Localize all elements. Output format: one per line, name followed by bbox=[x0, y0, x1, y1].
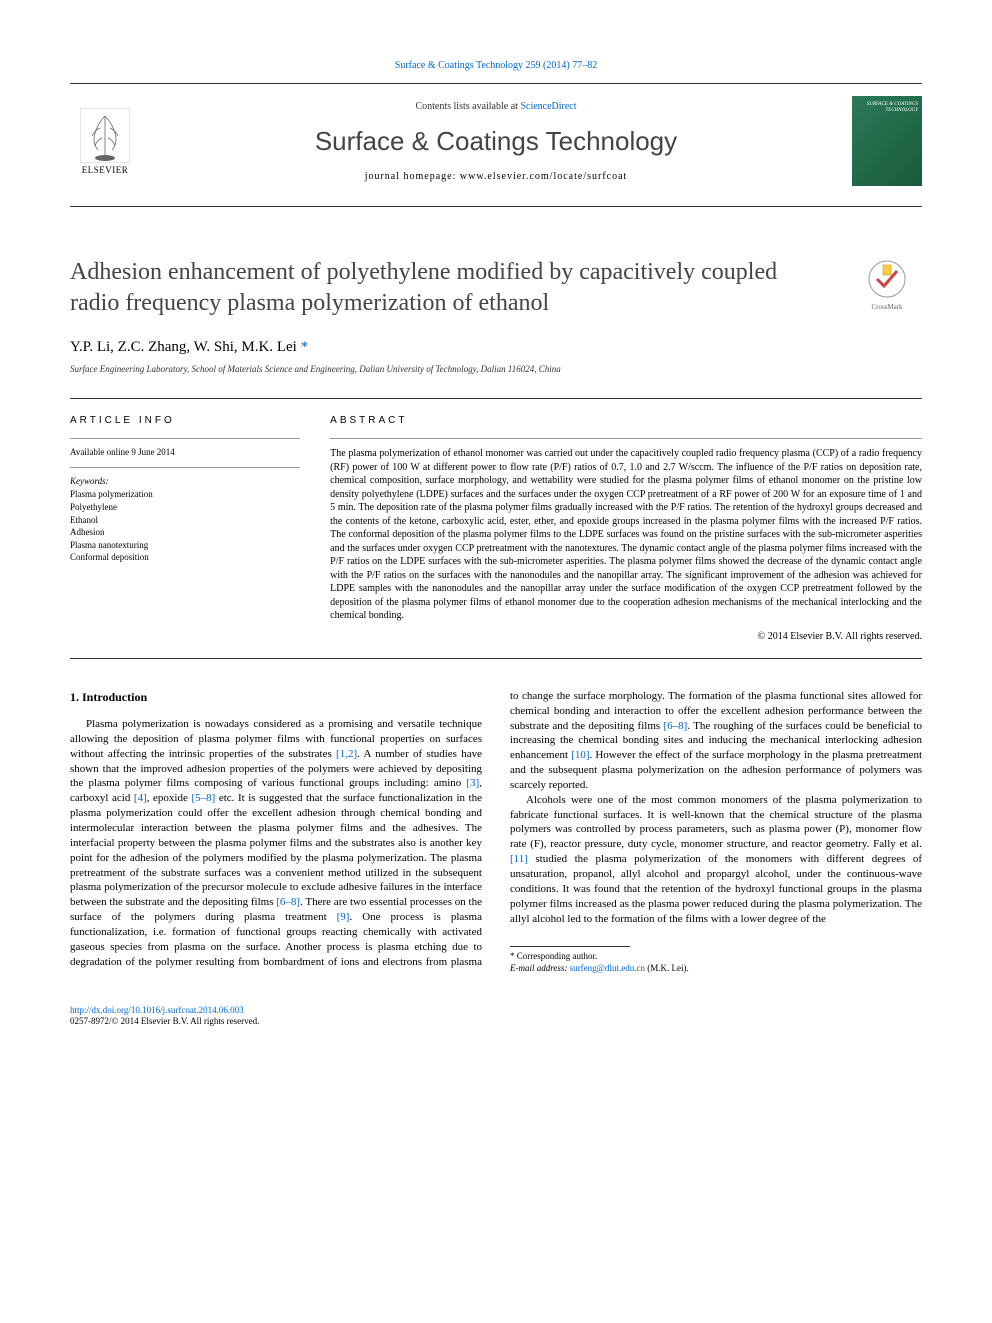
keyword-item: Conformal deposition bbox=[70, 551, 300, 564]
email-suffix: (M.K. Lei). bbox=[645, 963, 689, 973]
ref-link[interactable]: [10] bbox=[571, 749, 589, 761]
footnote-separator bbox=[510, 946, 630, 947]
authors-line: Y.P. Li, Z.C. Zhang, W. Shi, M.K. Lei * bbox=[70, 339, 922, 356]
info-divider-1 bbox=[70, 438, 300, 439]
homepage-label: journal homepage: bbox=[365, 171, 460, 182]
article-title: Adhesion enhancement of polyethylene mod… bbox=[70, 257, 790, 319]
keyword-item: Plasma polymerization bbox=[70, 488, 300, 501]
contents-line: Contents lists available at ScienceDirec… bbox=[140, 101, 852, 112]
publisher-name: ELSEVIER bbox=[82, 165, 129, 175]
info-heading: ARTICLE INFO bbox=[70, 415, 300, 426]
body-text: studied the plasma polymerization of the… bbox=[510, 853, 922, 924]
abstract-divider bbox=[330, 438, 922, 439]
keyword-item: Ethanol bbox=[70, 514, 300, 527]
ref-link[interactable]: [6–8] bbox=[276, 896, 300, 908]
email-link[interactable]: surfeng@dlut.edu.cn bbox=[570, 963, 645, 973]
ref-link[interactable]: [5–8] bbox=[191, 792, 215, 804]
page-footer: http://dx.doi.org/10.1016/j.surfcoat.201… bbox=[70, 1005, 922, 1028]
ref-link[interactable]: [11] bbox=[510, 853, 528, 865]
crossmark-badge[interactable]: CrossMark bbox=[852, 259, 922, 309]
ref-link[interactable]: [4] bbox=[134, 792, 147, 804]
body-text: Alcohols were one of the most common mon… bbox=[510, 794, 922, 851]
issn-copyright: 0257-8972/© 2014 Elsevier B.V. All right… bbox=[70, 1016, 259, 1026]
corresponding-marker[interactable]: * bbox=[301, 339, 309, 355]
available-date: Available online 9 June 2014 bbox=[70, 447, 300, 457]
journal-center-block: Contents lists available at ScienceDirec… bbox=[140, 101, 852, 182]
body-paragraph-2: Alcohols were one of the most common mon… bbox=[510, 793, 922, 927]
abstract-copyright: © 2014 Elsevier B.V. All rights reserved… bbox=[330, 631, 922, 642]
body-columns: 1. Introduction Plasma polymerization is… bbox=[70, 689, 922, 975]
intro-heading: 1. Introduction bbox=[70, 689, 482, 705]
email-label: E-mail address: bbox=[510, 963, 570, 973]
keyword-item: Plasma nanotexturing bbox=[70, 539, 300, 552]
ref-link[interactable]: [9] bbox=[337, 911, 350, 923]
footnote-marker: * bbox=[510, 951, 517, 961]
authors-names: Y.P. Li, Z.C. Zhang, W. Shi, M.K. Lei bbox=[70, 339, 301, 355]
ref-link[interactable]: [6–8] bbox=[664, 720, 688, 732]
citation-header: Surface & Coatings Technology 259 (2014)… bbox=[70, 60, 922, 71]
corresponding-footnote: * Corresponding author. E-mail address: … bbox=[510, 951, 922, 974]
affiliation: Surface Engineering Laboratory, School o… bbox=[70, 364, 922, 374]
journal-cover-thumbnail: SURFACE & COATINGS TECHNOLOGY bbox=[852, 96, 922, 186]
sciencedirect-link[interactable]: ScienceDirect bbox=[520, 101, 576, 112]
body-section: 1. Introduction Plasma polymerization is… bbox=[70, 689, 922, 975]
abstract-text: The plasma polymerization of ethanol mon… bbox=[330, 447, 922, 623]
body-text: etc. It is suggested that the surface fu… bbox=[70, 792, 482, 908]
info-abstract-section: ARTICLE INFO Available online 9 June 201… bbox=[70, 398, 922, 659]
journal-title: Surface & Coatings Technology bbox=[140, 126, 852, 157]
keyword-item: Polyethylene bbox=[70, 501, 300, 514]
homepage-url: www.elsevier.com/locate/surfcoat bbox=[460, 171, 627, 182]
citation-link[interactable]: Surface & Coatings Technology 259 (2014)… bbox=[395, 60, 597, 71]
journal-header: ELSEVIER Contents lists available at Sci… bbox=[70, 88, 922, 202]
cover-title-text: SURFACE & COATINGS TECHNOLOGY bbox=[852, 102, 918, 114]
abstract-column: ABSTRACT The plasma polymerization of et… bbox=[330, 415, 922, 642]
divider-header-bottom bbox=[70, 206, 922, 207]
publisher-logo: ELSEVIER bbox=[70, 101, 140, 181]
footnote-label: Corresponding author. bbox=[517, 951, 598, 961]
keyword-item: Adhesion bbox=[70, 526, 300, 539]
ref-link[interactable]: [1,2] bbox=[336, 748, 357, 760]
doi-link[interactable]: http://dx.doi.org/10.1016/j.surfcoat.201… bbox=[70, 1005, 244, 1015]
crossmark-icon bbox=[867, 259, 907, 299]
info-divider-2 bbox=[70, 467, 300, 468]
elsevier-tree-icon bbox=[80, 108, 130, 163]
divider-top bbox=[70, 83, 922, 84]
crossmark-label: CrossMark bbox=[852, 303, 922, 311]
body-text: , epoxide bbox=[147, 792, 192, 804]
abstract-heading: ABSTRACT bbox=[330, 415, 922, 426]
keywords-label: Keywords: bbox=[70, 476, 300, 486]
contents-prefix: Contents lists available at bbox=[415, 101, 520, 112]
ref-link[interactable]: [3] bbox=[466, 777, 479, 789]
article-info-column: ARTICLE INFO Available online 9 June 201… bbox=[70, 415, 300, 642]
journal-homepage: journal homepage: www.elsevier.com/locat… bbox=[140, 171, 852, 182]
